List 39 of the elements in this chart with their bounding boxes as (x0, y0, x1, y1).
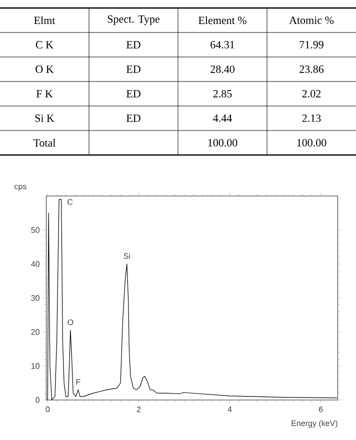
text: 2.85 (213, 90, 232, 98)
text: 100.00 (297, 139, 326, 146)
x-tick-label: 2 (136, 406, 141, 412)
y-tick-label: F K (36, 90, 53, 98)
x-tick-label: 6 (319, 406, 323, 412)
text: ED (126, 41, 140, 48)
annotation: Si (124, 252, 130, 259)
y-tick-label: Si K (35, 114, 54, 122)
text: 2.13 (302, 114, 321, 122)
y-tick-label: 50 (31, 227, 40, 233)
y-tick-label: 30 (31, 295, 40, 301)
text: 71.99 (300, 41, 324, 48)
y-tick-label: 20 (31, 329, 40, 335)
y-tick-label: O K (36, 66, 54, 73)
text: 64.31 (210, 41, 234, 48)
text: ED (126, 66, 140, 73)
y-axis-title: cps (14, 184, 26, 191)
text: ED (126, 90, 140, 98)
y-tick-label: C K (36, 41, 54, 48)
text: ED (126, 114, 140, 122)
text: 100.00 (208, 139, 238, 146)
x-tick-label: Element % (198, 16, 246, 24)
x-tick-label: 4 (228, 406, 232, 412)
x-tick-label: Atomic % (289, 16, 334, 24)
y-tick-label: 40 (31, 261, 40, 267)
y-tick-label: 0 (36, 397, 40, 403)
text: 23.86 (300, 66, 324, 73)
x-tick-label: Spect. Type (108, 15, 160, 26)
text: 2.02 (302, 90, 321, 98)
y-tick-label: Total (33, 138, 56, 147)
annotation: F (76, 379, 80, 385)
line-series (47, 199, 338, 400)
text: 4.44 (213, 114, 232, 122)
annotation: C (68, 199, 73, 205)
x-axis-title: Energy (keV) (292, 420, 338, 428)
annotation: O (68, 319, 74, 326)
text: 28.40 (210, 66, 234, 73)
y-tick-label: 10 (31, 363, 40, 369)
y-axis-title: Elmt (34, 16, 56, 24)
